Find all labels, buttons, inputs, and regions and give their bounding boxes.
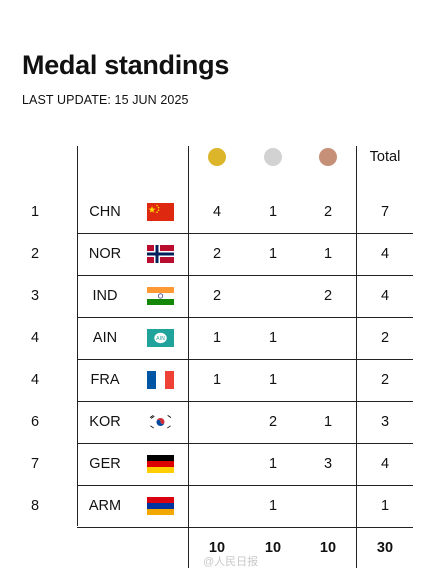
korea-flag-icon [147,413,174,431]
germany-flag-icon [147,455,174,473]
country-code: AIN [92,330,118,346]
last-update-text: LAST UPDATE: 15 JUN 2025 [22,93,189,107]
total-all: 30 [376,540,394,556]
table-divider [77,146,78,526]
bronze-count: 2 [323,204,333,220]
total-gold: 10 [208,540,226,556]
total-count: 7 [380,204,390,220]
silver-count: 1 [268,246,278,262]
gold-count: 1 [212,372,222,388]
row-divider [77,527,413,528]
bronze-medal-icon [319,148,337,166]
gold-count: 2 [212,288,222,304]
bronze-count: 1 [323,246,333,262]
country-code: FRA [90,372,120,388]
silver-count: 1 [268,372,278,388]
row-divider [77,317,413,318]
ain-flag-icon: AIN [147,329,174,347]
row-divider [77,233,413,234]
armenia-flag-icon [147,497,174,515]
bronze-count: 1 [323,414,333,430]
gold-count: 2 [212,246,222,262]
total-count: 4 [380,456,390,472]
bronze-count: 3 [323,456,333,472]
rank-cell: 8 [30,498,40,514]
china-flag-icon [147,203,174,221]
total-count: 4 [380,288,390,304]
svg-text:AIN: AIN [156,336,165,342]
country-code: NOR [88,246,122,262]
country-code: GER [89,456,121,472]
france-flag-icon [147,371,174,389]
row-divider [77,401,413,402]
rank-cell: 4 [30,330,40,346]
silver-count: 1 [268,498,278,514]
table-divider [356,146,357,568]
gold-medal-icon [208,148,226,166]
total-count: 1 [380,498,390,514]
silver-count: 1 [268,456,278,472]
country-code: CHN [89,204,121,220]
page-title: Medal standings [22,50,230,80]
row-divider [77,275,413,276]
row-divider [77,485,413,486]
total-count: 2 [380,330,390,346]
gold-count: 4 [212,204,222,220]
rank-cell: 4 [30,372,40,388]
silver-count: 2 [268,414,278,430]
rank-cell: 1 [30,204,40,220]
country-code: KOR [89,414,121,430]
watermark: @人民日报 [203,556,259,568]
silver-medal-icon [264,148,282,166]
total-silver: 10 [264,540,282,556]
total-bronze: 10 [319,540,337,556]
rank-cell: 2 [30,246,40,262]
total-count: 3 [380,414,390,430]
country-code: IND [92,288,118,304]
row-divider [77,443,413,444]
country-code: ARM [88,498,122,514]
total-header: Total [369,149,401,165]
silver-count: 1 [268,330,278,346]
table-divider [188,146,189,568]
row-divider [77,359,413,360]
total-count: 2 [380,372,390,388]
bronze-count: 2 [323,288,333,304]
gold-count: 1 [212,330,222,346]
india-flag-icon [147,287,174,305]
silver-count: 1 [268,204,278,220]
total-count: 4 [380,246,390,262]
norway-flag-icon [147,245,174,263]
rank-cell: 3 [30,288,40,304]
rank-cell: 7 [30,456,40,472]
rank-cell: 6 [30,414,40,430]
